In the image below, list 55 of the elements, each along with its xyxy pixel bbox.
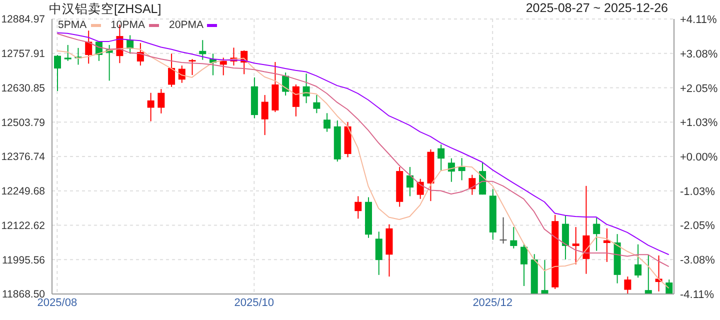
chart-subtitle: 2025-08-27 ~ 2025-12-26	[526, 1, 668, 15]
candlestick	[634, 244, 642, 278]
candlestick	[158, 88, 165, 114]
candlestick	[416, 178, 424, 200]
y2-tick-label: +2.05%	[680, 82, 718, 95]
candlestick	[324, 112, 331, 132]
y2-tick-label: +3.08%	[680, 48, 718, 60]
x-tick-label: 2025/12	[472, 296, 512, 309]
candlestick	[500, 216, 507, 244]
candlestick	[510, 226, 518, 249]
y-tick-label: 12884.97	[1, 14, 46, 26]
candlestick	[313, 94, 320, 114]
y2-tick-label: +4.11%	[680, 14, 718, 26]
legend-label: 10PMA	[110, 19, 146, 31]
candlestick	[375, 231, 382, 276]
x-tick-label: 2025/08	[37, 296, 78, 309]
candlestick	[582, 185, 590, 274]
candlestick	[354, 196, 362, 220]
x-tick-label: 2025/10	[234, 296, 274, 309]
y2-tick-label: -4.11%	[680, 288, 714, 301]
candlestick	[624, 276, 632, 294]
candlestick	[458, 158, 466, 181]
candlestick	[406, 166, 414, 197]
candlestick	[220, 57, 227, 76]
candlestick	[302, 73, 310, 104]
y2-tick-label: -2.05%	[680, 220, 716, 232]
candlestick	[64, 44, 72, 62]
y2-tick-label: +1.03%	[680, 116, 718, 129]
y-tick-label: 12503.79	[1, 116, 46, 129]
y-tick-label: 12122.62	[1, 220, 46, 232]
candlestick	[292, 84, 300, 117]
candlestick	[593, 217, 600, 252]
legend-label: 20PMA	[169, 19, 204, 31]
y-tick-label: 11995.56	[2, 254, 46, 266]
y2-tick-label: -1.03%	[680, 186, 716, 198]
candlestick	[188, 58, 196, 76]
candlestick	[147, 92, 154, 122]
y-tick-label: 12376.74	[1, 151, 46, 164]
y2-tick-label: +0.00%	[680, 151, 718, 164]
y-tick-label: 12630.85	[1, 82, 46, 94]
y2-tick-label: -3.08%	[680, 254, 716, 266]
candlestick	[261, 94, 268, 136]
y-tick-label: 12249.68	[1, 186, 46, 198]
y-tick-label: 12757.91	[1, 48, 46, 60]
chart-title: 中汉铝卖空[ZHSAL]	[49, 1, 162, 18]
candlestick	[85, 30, 92, 64]
candlestick	[54, 54, 61, 92]
candlestick	[520, 243, 528, 287]
candlestick	[666, 279, 673, 294]
candlestick	[562, 214, 569, 260]
candlestick	[572, 226, 580, 265]
candlestick	[438, 144, 445, 172]
legend-label: 5PMA	[58, 19, 87, 31]
candlestick	[199, 40, 206, 60]
candlestick	[168, 53, 176, 88]
